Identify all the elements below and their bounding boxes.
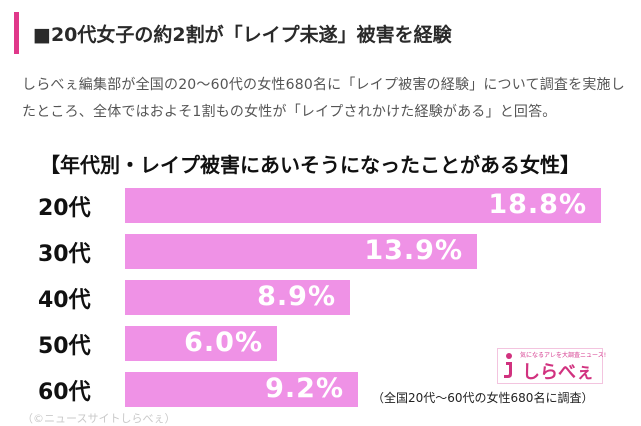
bar-value-label: 9.2% [265,373,344,404]
logo-mark-icon [504,353,512,378]
bar-row: 30代 13.9% [0,234,641,270]
bar: 6.0% [125,326,277,361]
image-credit: （©ニュースサイトしらべぇ） [22,412,176,425]
survey-note: （全国20代～60代の女性680名に調査） [372,391,594,405]
chart-title: 【年代別・レイプ被害にあいそうになったことがある女性】 [40,153,580,177]
category-label: 60代 [38,380,91,405]
logo-tagline: 気になるアレを大調査ニュース! [520,352,607,359]
bar: 13.9% [125,234,477,269]
article-heading: ■20代女子の約2割が「レイプ未遂」被害を経験 [14,12,626,54]
category-label: 50代 [38,334,91,359]
bar-row: 60代 9.2% [0,372,641,408]
bar-row: 40代 8.9% [0,280,641,316]
bar-value-label: 18.8% [488,189,587,220]
bar-row: 20代 18.8% [0,188,641,224]
logo-text: しらべぇ [522,362,594,383]
intro-paragraph: しらべぇ編集部が全国の20～60代の女性680名に「レイプ被害の経験」について調… [22,77,625,120]
category-label: 40代 [38,288,91,313]
bar-value-label: 13.9% [364,235,463,266]
bar: 18.8% [125,188,601,223]
bar-value-label: 8.9% [257,281,336,312]
shirabee-logo: 気になるアレを大調査ニュース! しらべぇ [497,348,607,384]
bar: 8.9% [125,280,350,315]
bar-value-label: 6.0% [184,327,263,358]
category-label: 20代 [38,196,91,221]
bar: 9.2% [125,372,358,407]
category-label: 30代 [38,242,91,267]
bar-row: 50代 6.0% [0,326,641,362]
heading-text: ■20代女子の約2割が「レイプ未遂」被害を経験 [33,24,452,46]
